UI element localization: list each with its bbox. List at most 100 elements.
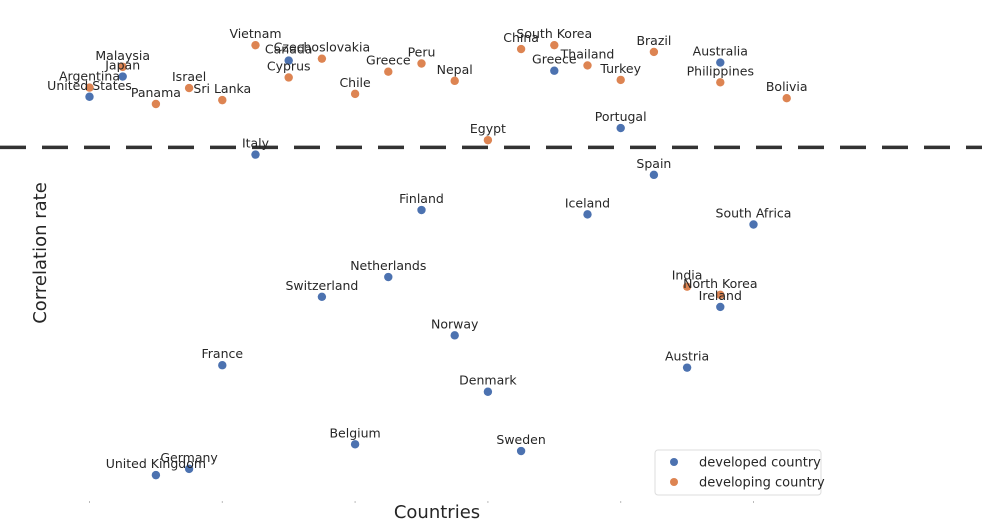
data-point [85,92,94,101]
x-ticks [89,501,754,503]
x-axis-title: Countries [394,502,480,521]
legend-label-developed: developed country [699,456,821,471]
point-label: United States [47,78,132,93]
data-point [184,464,194,474]
point-label: Australia [693,44,748,59]
point-label: Spain [636,156,671,171]
data-point [284,73,293,82]
data-point [317,292,327,301]
data-point [716,78,725,87]
data-point [118,62,127,72]
data-point [417,59,426,68]
legend-marker-developed [670,458,678,466]
point-label: Japan [104,58,140,73]
point-label: India [672,268,703,283]
point-label: Thailand [560,46,615,61]
data-point [716,58,725,67]
data-point [483,135,493,145]
legend-marker-developing [670,478,678,486]
point-label: Netherlands [350,258,426,273]
data-point [483,387,493,396]
point-label: China [503,30,539,45]
data-point [550,40,559,50]
data-point [616,75,625,85]
data-point [151,99,161,109]
data-point [218,95,227,105]
point-label: Denmark [459,373,517,388]
data-point [384,272,393,282]
data-point [251,40,260,50]
legend: developed country developing country [654,449,825,496]
data-point [417,205,426,215]
point-label: Chile [339,75,371,90]
data-point [583,61,592,70]
data-point [384,67,393,76]
point-label: Belgium [329,425,380,440]
point-label: Germany [160,450,218,465]
legend-box [654,449,822,496]
data-point [616,123,625,133]
point-label: Bolivia [766,79,808,94]
data-point [749,220,758,229]
point-label: Egypt [470,121,506,136]
point-label: Finland [399,191,444,206]
point-label: Malaysia [95,48,150,63]
point-label: Cyprus [267,58,311,73]
data-point [184,83,194,93]
point-label: Iceland [565,195,610,210]
point-label: United Kingdom [106,456,206,471]
point-label: France [202,346,244,361]
point-label: Sri Lanka [193,81,251,96]
data-points [85,40,791,480]
data-point [350,89,360,99]
point-label: Switzerland [285,278,358,293]
data-point [350,440,360,449]
data-point [583,210,592,219]
data-point [151,470,161,480]
point-label: Norway [431,316,479,331]
data-point [716,302,725,312]
data-point [450,331,459,340]
point-label: Greece [532,52,577,67]
point-label: Turkey [599,61,641,76]
data-point [716,290,725,300]
point-label: Czechoslovakia [274,40,370,55]
data-point [450,76,459,86]
data-point [682,282,692,291]
point-label: Nepal [437,62,473,77]
data-point [649,170,659,180]
point-label: Sweden [496,432,545,447]
point-label: North Korea [683,276,757,291]
point-label: Brazil [636,33,671,48]
data-point [85,83,94,92]
data-point [782,94,791,103]
point-label: Philippines [687,63,754,78]
point-label: Ireland [699,288,742,303]
data-point [516,44,526,54]
data-point [550,66,559,75]
point-label: Greece [366,53,411,68]
data-point [649,47,659,57]
point-label: Vietnam [229,26,281,41]
point-label: Israel [172,69,206,84]
point-label: Canada [265,42,313,57]
point-label: South Africa [716,205,792,220]
data-point [682,363,692,372]
point-label: South Korea [516,26,592,41]
point-label: Panama [131,85,181,100]
point-label: Peru [408,45,436,60]
point-label: Argentina [59,69,120,84]
point-label: Austria [665,349,709,364]
data-point [218,361,227,370]
data-point [317,54,327,63]
legend-label-developing: developing country [699,476,825,491]
data-point [284,56,293,65]
y-axis-title: Correlation rate [30,182,51,324]
point-label: Portugal [595,109,647,124]
point-label: Italy [242,136,270,151]
data-point [251,150,260,159]
data-point [516,446,526,456]
data-point [118,72,127,81]
